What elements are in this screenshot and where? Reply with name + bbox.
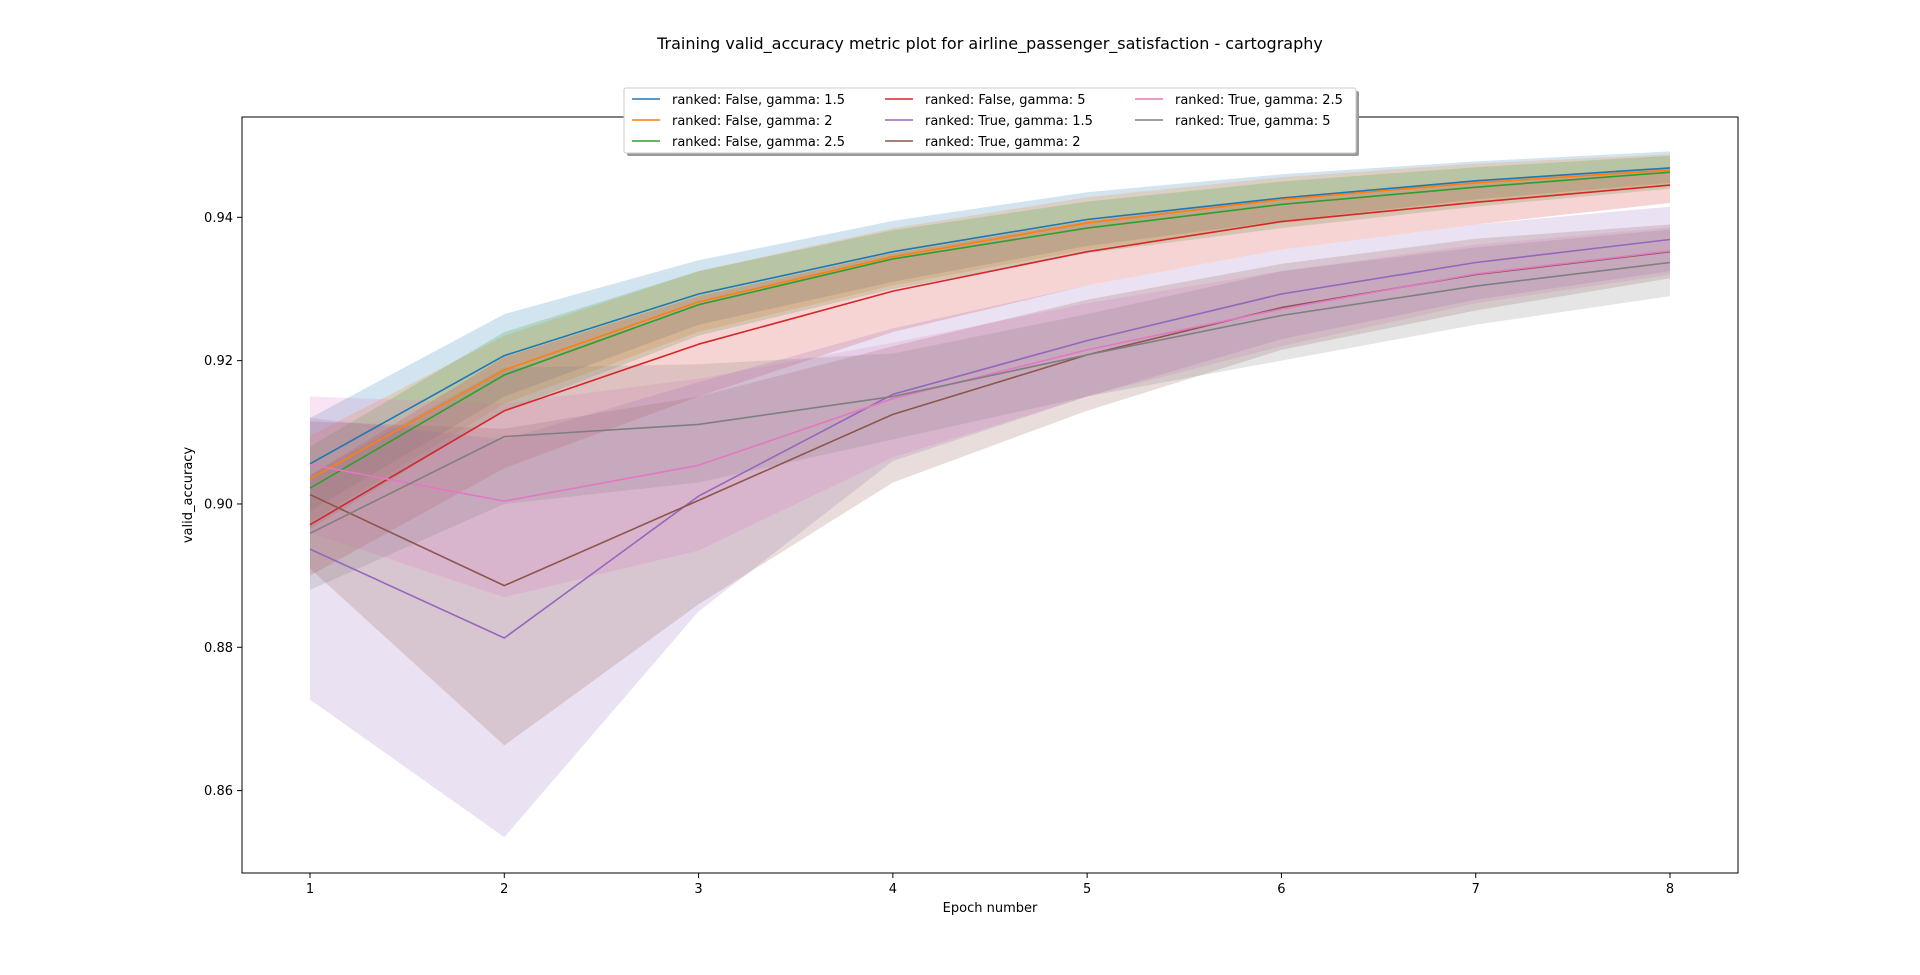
series-2-line (309, 169, 1671, 480)
legend-box (623, 87, 1357, 154)
series-3-line (309, 171, 1671, 489)
y-axis-label: valid_accuracy (181, 447, 196, 544)
x-tick-label-4: 4 (889, 882, 897, 897)
series-1-line (309, 167, 1671, 465)
y-tick-label-0.92: 0.92 (204, 354, 233, 369)
legend-label-8: ranked: True, gamma: 5 (1175, 114, 1331, 129)
x-tick-label-8: 8 (1666, 882, 1674, 897)
legend-label-7: ranked: True, gamma: 2.5 (1175, 93, 1343, 108)
x-axis: 1 2 3 4 5 6 7 8 (306, 873, 1674, 897)
legend-label-4: ranked: False, gamma: 5 (925, 93, 1086, 108)
legend-label-6: ranked: True, gamma: 2 (925, 135, 1081, 150)
x-tick-label-2: 2 (500, 882, 508, 897)
series-4-confidence-band (310, 168, 1670, 576)
x-tick-label-7: 7 (1472, 882, 1480, 897)
series-8-line (309, 261, 1671, 535)
series-lines (309, 167, 1671, 639)
legend: ranked: False, gamma: 1.5 ranked: False, … (623, 87, 1359, 156)
series-6-confidence-band (310, 224, 1670, 746)
legend-label-5: ranked: True, gamma: 1.5 (925, 114, 1093, 129)
x-tick-label-1: 1 (306, 882, 314, 897)
series-8-confidence-band (310, 229, 1670, 590)
series-7-confidence-band (310, 227, 1670, 598)
legend-label-2: ranked: False, gamma: 2 (672, 114, 833, 129)
series-5-line (309, 238, 1671, 639)
y-axis: 0.86 0.88 0.90 0.92 0.94 (204, 211, 242, 799)
x-axis-label: Epoch number (943, 901, 1038, 916)
series-4-line (309, 184, 1671, 526)
y-tick-label-0.94: 0.94 (204, 211, 233, 226)
x-tick-label-3: 3 (694, 882, 702, 897)
y-tick-label-0.90: 0.90 (204, 497, 233, 512)
legend-label-1: ranked: False, gamma: 1.5 (672, 93, 845, 108)
legend-label-3: ranked: False, gamma: 2.5 (672, 135, 845, 150)
x-tick-label-5: 5 (1083, 882, 1091, 897)
x-tick-label-6: 6 (1277, 882, 1285, 897)
series-7-line (309, 250, 1671, 502)
chart-title: Training valid_accuracy metric plot for … (656, 34, 1323, 54)
y-tick-label-0.86: 0.86 (204, 784, 233, 799)
series-5-confidence-band (310, 206, 1670, 838)
series-2-confidence-band (310, 154, 1670, 522)
y-tick-label-0.88: 0.88 (204, 641, 233, 656)
